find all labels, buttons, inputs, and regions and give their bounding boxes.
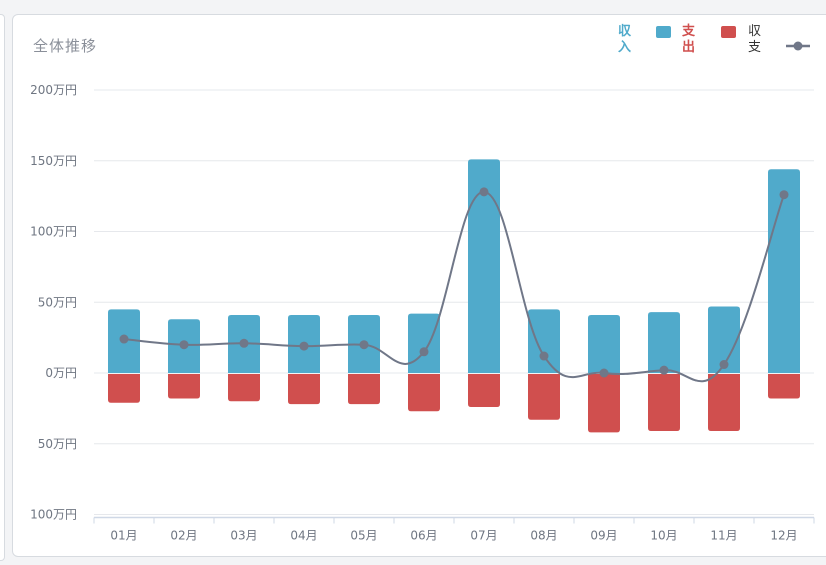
balance-point (299, 341, 309, 351)
x-tick-label: 10月 (650, 529, 677, 543)
balance-point (599, 368, 609, 378)
expense-bar (528, 374, 560, 420)
x-tick-label: 07月 (470, 529, 497, 543)
expense-bar (228, 374, 260, 402)
x-tick-label: 05月 (350, 529, 377, 543)
x-tick-label: 02月 (170, 529, 197, 543)
income-bar (468, 159, 500, 373)
adjacent-panel-edge (0, 14, 5, 561)
legend-income-label[interactable]: 収入 (618, 24, 632, 55)
y-tick-label: 0万円 (45, 366, 77, 380)
income-bar (768, 169, 800, 373)
x-tick-label: 06月 (410, 529, 437, 543)
x-tick-label: 01月 (110, 529, 137, 543)
x-tick-label: 09月 (590, 529, 617, 543)
legend-balance-label[interactable]: 収支 (748, 24, 762, 55)
income-bar (528, 309, 560, 373)
balance-point (419, 347, 429, 357)
expense-bar (108, 374, 140, 403)
expense-bar (408, 374, 440, 412)
expense-bar (588, 374, 620, 433)
chart-card: 全体推移 (12, 14, 826, 557)
balance-point (359, 340, 369, 350)
balance-point (659, 365, 669, 375)
expense-bar (468, 374, 500, 407)
expense-bar (168, 374, 200, 399)
expense-bar (288, 374, 320, 405)
x-tick-label: 08月 (530, 529, 557, 543)
balance-point (479, 187, 489, 197)
balance-point (179, 340, 189, 350)
balance-point (119, 334, 129, 344)
chart-title: 全体推移 (33, 37, 98, 55)
x-tick-label: 12月 (770, 529, 797, 543)
x-tick-label: 04月 (290, 529, 317, 543)
y-tick-label: 50万円 (38, 295, 77, 309)
legend-expense-swatch[interactable] (721, 26, 736, 38)
balance-point (239, 338, 249, 348)
income-bar (708, 306, 740, 373)
expense-bar (708, 374, 740, 432)
balance-point (539, 351, 549, 361)
income-bar (588, 314, 620, 373)
income-bar (408, 313, 440, 373)
y-tick-label: 100万円 (30, 225, 77, 239)
balance-point (719, 360, 729, 370)
income-bar (648, 312, 680, 373)
expense-bar (648, 374, 680, 432)
x-tick-label: 11月 (710, 529, 737, 543)
y-tick-label: 150万円 (30, 154, 77, 168)
y-tick-label: 200万円 (30, 83, 77, 97)
y-tick-label: 100万円 (30, 508, 77, 522)
x-tick-label: 03月 (230, 529, 257, 543)
balance-line (123, 190, 785, 383)
y-tick-label: 50万円 (38, 437, 77, 451)
balance-point (779, 190, 789, 200)
expense-bar (768, 374, 800, 399)
legend-expense-label[interactable]: 支出 (682, 24, 696, 55)
legend-income-swatch[interactable] (656, 26, 671, 38)
expense-bar (348, 374, 380, 405)
